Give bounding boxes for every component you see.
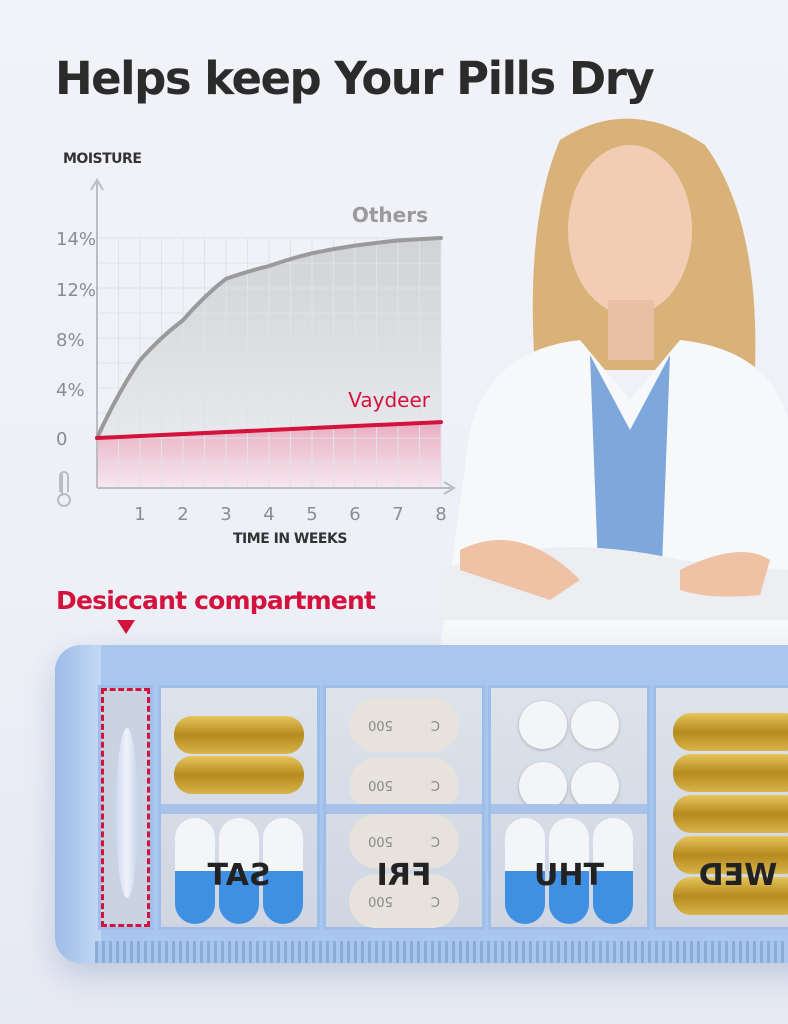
day-label: WED <box>698 858 778 893</box>
day-label: SAT <box>207 858 271 893</box>
series-line-vaydeer <box>95 420 443 440</box>
desiccant-compartment <box>98 685 153 930</box>
moisture-chart: Others Vaydeer 0 4% 8% 12% 14% 1 2 3 4 5 6 7 8 <box>56 178 456 525</box>
pill-imprint: 500 <box>368 777 393 793</box>
x-axis-label: TIME IN WEEKS <box>233 531 347 547</box>
x-axis <box>97 481 456 495</box>
day-label: FRI <box>376 858 432 893</box>
pill-organizer: SAT C 500 C 500 C 500 C 500 FRI THU WED <box>55 645 788 963</box>
y-tick-label: 14% <box>56 229 96 250</box>
pill-imprint: C <box>430 833 440 849</box>
pill-imprint: 500 <box>368 717 393 733</box>
x-tick-label: 7 <box>392 504 403 525</box>
x-tick-label: 2 <box>177 504 188 525</box>
compartment-wed: WED <box>653 685 788 930</box>
day-label: THU <box>534 858 604 893</box>
organizer-end-cap <box>55 645 101 963</box>
y-tick-label: 4% <box>56 380 85 401</box>
pill-imprint: C <box>430 893 440 909</box>
x-tick-label: 1 <box>134 504 145 525</box>
doctor-photo <box>440 118 788 650</box>
pill-imprint: 500 <box>368 833 393 849</box>
pill-imprint: 500 <box>368 893 393 909</box>
compartment-thu: THU <box>488 685 650 930</box>
compartment-fri: C 500 C 500 C 500 C 500 FRI <box>323 685 485 930</box>
down-arrow-icon <box>117 620 135 634</box>
pill-imprint: C <box>430 777 440 793</box>
y-tick-label: 12% <box>56 280 96 301</box>
x-tick-label: 6 <box>349 504 360 525</box>
pill-imprint: C <box>430 717 440 733</box>
x-tick-label: 5 <box>306 504 317 525</box>
series-label-vaydeer: Vaydeer <box>348 388 431 412</box>
series-line-others <box>95 236 443 440</box>
headline: Helps keep Your Pills Dry <box>55 52 655 105</box>
desiccant-callout: Desiccant compartment <box>56 586 376 615</box>
thermometer-droplet-icon <box>57 471 72 507</box>
series-label-others: Others <box>352 203 428 227</box>
desiccant-packet <box>116 728 138 898</box>
x-tick-label: 8 <box>435 504 446 525</box>
y-tick-label: 0 <box>56 429 67 450</box>
organizer-base <box>95 941 788 963</box>
y-axis-label: MOISTURE <box>63 151 142 167</box>
compartment-sat: SAT <box>158 685 320 930</box>
y-tick-label: 8% <box>56 330 85 351</box>
x-tick-label: 4 <box>263 504 274 525</box>
x-tick-label: 3 <box>220 504 231 525</box>
